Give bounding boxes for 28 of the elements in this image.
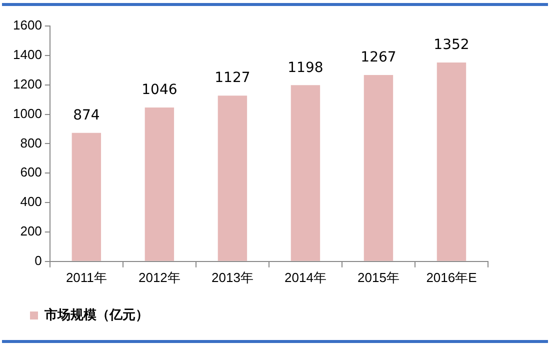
- y-tick-label: 600: [20, 164, 42, 180]
- x-tick-label: 2016年E: [426, 270, 478, 285]
- legend-label: 市场规模（亿元）: [44, 307, 148, 322]
- data-label: 1046: [142, 82, 178, 98]
- bar: [218, 96, 248, 261]
- y-tick-label: 400: [20, 194, 42, 210]
- y-tick-label: 0: [34, 252, 42, 268]
- bar: [364, 74, 394, 261]
- data-label: 874: [73, 107, 100, 124]
- bar: [144, 108, 174, 261]
- bar: [436, 62, 466, 261]
- y-tick-label: 1400: [13, 47, 42, 62]
- data-label: 1352: [434, 37, 470, 54]
- x-tick-label: 2012年: [138, 270, 180, 285]
- y-tick-label: 800: [20, 135, 42, 150]
- bar: [72, 132, 102, 261]
- y-tick-label: 200: [20, 224, 42, 239]
- y-tick-label: 1600: [13, 18, 42, 33]
- y-tick-label: 1200: [13, 76, 42, 92]
- x-tick-label: 2015年: [358, 270, 400, 285]
- bar: [290, 85, 320, 261]
- data-label: 1198: [288, 60, 324, 76]
- data-label: 1267: [360, 50, 396, 66]
- data-label: 1127: [214, 70, 250, 86]
- x-tick-label: 2014年: [284, 270, 326, 285]
- x-tick-label: 2013年: [211, 270, 254, 285]
- x-tick-label: 2011年: [66, 270, 107, 285]
- y-tick-label: 1000: [13, 106, 42, 121]
